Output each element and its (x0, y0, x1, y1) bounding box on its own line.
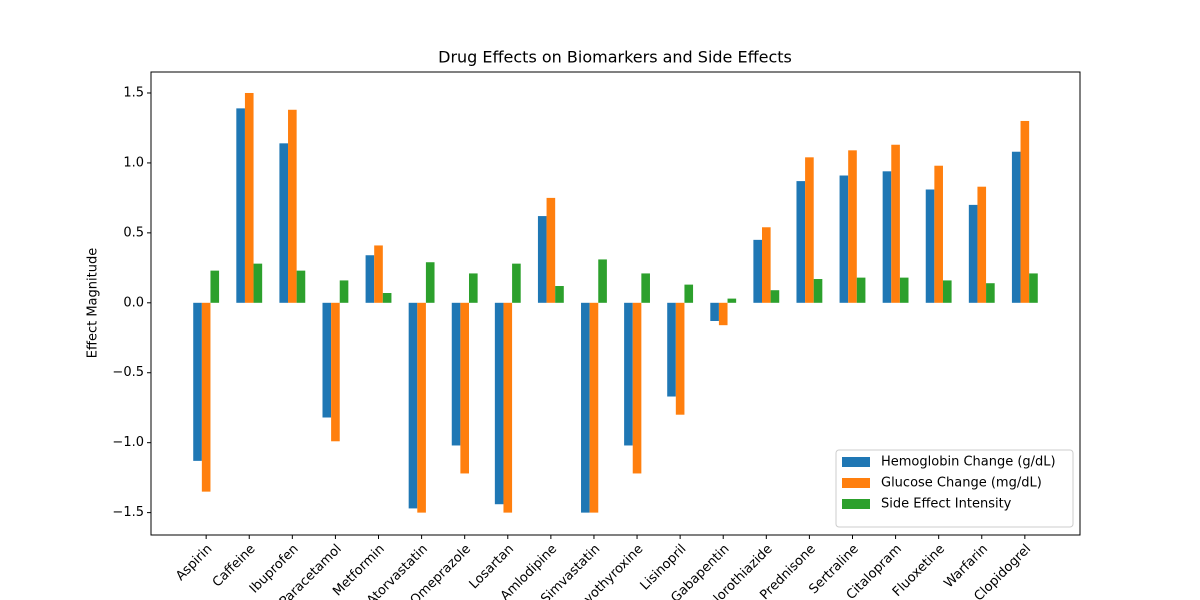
bar (986, 283, 995, 303)
bar (555, 286, 564, 303)
bar (632, 302, 642, 474)
bar (598, 259, 607, 303)
bar (641, 273, 650, 303)
bar (425, 262, 435, 303)
bar (581, 302, 590, 513)
bar (546, 197, 556, 303)
bar (331, 302, 340, 442)
bar (856, 277, 866, 303)
bar (210, 270, 220, 303)
bar (382, 293, 392, 303)
bar (796, 181, 806, 303)
bar (236, 108, 245, 303)
bar (718, 302, 728, 326)
bar (710, 302, 719, 321)
bar (460, 302, 469, 474)
bar (753, 239, 763, 303)
bar (494, 302, 504, 505)
y-tick-label: −1.5 (112, 505, 144, 520)
bar (977, 186, 987, 303)
bar (374, 245, 383, 303)
legend-label: Hemoglobin Change (g/dL) (881, 455, 1056, 470)
bar (667, 302, 676, 397)
bar (365, 255, 375, 303)
bar (813, 279, 823, 303)
bar (839, 175, 849, 303)
bar (503, 302, 513, 513)
legend-box (835, 449, 1074, 528)
y-tick-label: 1.5 (123, 85, 144, 100)
bar (848, 150, 857, 303)
y-tick-label: 0.0 (123, 295, 144, 310)
bar (727, 298, 737, 303)
bar (296, 270, 306, 303)
bar (451, 302, 461, 446)
bar (537, 216, 547, 303)
legend-swatch (842, 499, 870, 509)
bar (408, 302, 418, 509)
bar (899, 277, 909, 303)
bar (624, 302, 633, 446)
bar (253, 263, 263, 303)
bar (193, 302, 202, 461)
plot-frame (150, 71, 1081, 536)
legend-label: Glucose Change (mg/dL) (881, 476, 1042, 491)
bar (891, 144, 900, 303)
bar (339, 280, 349, 303)
y-tick-label: 1.0 (123, 155, 144, 170)
bar (942, 280, 952, 303)
y-tick-label: −1.0 (112, 435, 144, 450)
y-axis-label: Effect Magnitude (86, 248, 101, 358)
bar (1020, 120, 1030, 303)
y-tick-label: −0.5 (112, 365, 144, 380)
legend-label: Side Effect Intensity (881, 497, 1012, 512)
legend-swatch (842, 478, 870, 488)
bar (468, 273, 478, 303)
bar (934, 165, 943, 303)
bar (882, 171, 892, 303)
chart-title: Drug Effects on Biomarkers and Side Effe… (438, 48, 792, 67)
bar (1029, 273, 1038, 303)
legend-swatch (842, 457, 870, 467)
bar (968, 204, 978, 303)
bar (762, 227, 771, 303)
bar (279, 143, 289, 303)
bar (417, 302, 426, 513)
bar (675, 302, 685, 415)
x-tick-label: Aspirin (173, 542, 215, 584)
bar (288, 109, 297, 303)
bar (1011, 151, 1021, 303)
bar (322, 302, 332, 418)
bar (925, 189, 935, 303)
bar (770, 290, 780, 303)
bar (805, 157, 814, 303)
bar (512, 263, 521, 303)
bar (201, 302, 211, 492)
bar (684, 284, 694, 303)
bar (244, 92, 254, 303)
y-tick-label: 0.5 (123, 225, 144, 240)
bar (589, 302, 599, 513)
